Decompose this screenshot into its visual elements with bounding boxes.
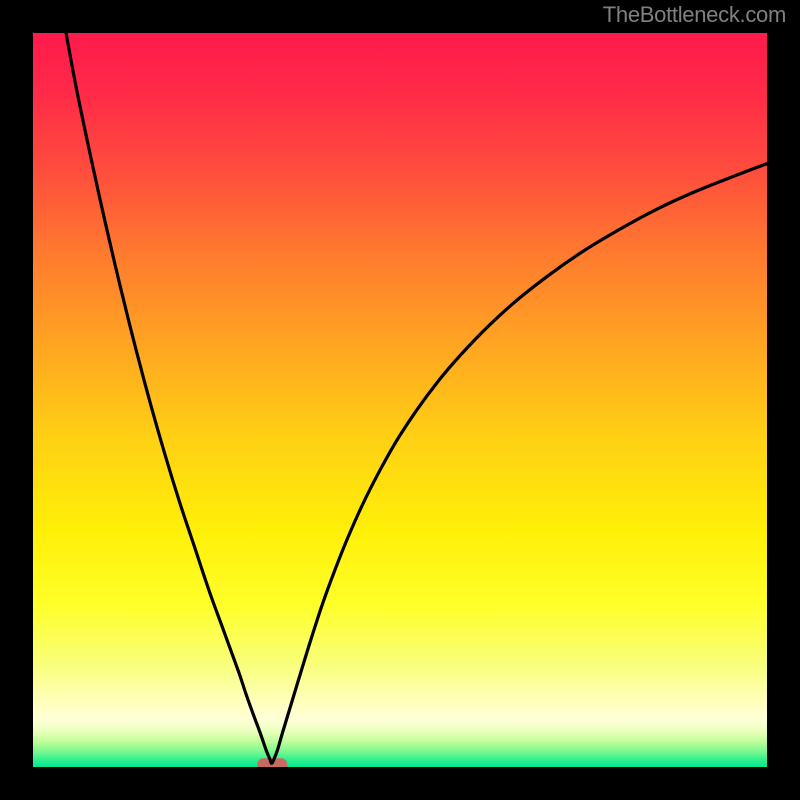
gradient-background <box>33 33 767 767</box>
chart-svg <box>33 33 767 767</box>
watermark-text: TheBottleneck.com <box>603 2 786 28</box>
plot-area <box>33 33 767 767</box>
outer-frame: TheBottleneck.com <box>0 0 800 800</box>
